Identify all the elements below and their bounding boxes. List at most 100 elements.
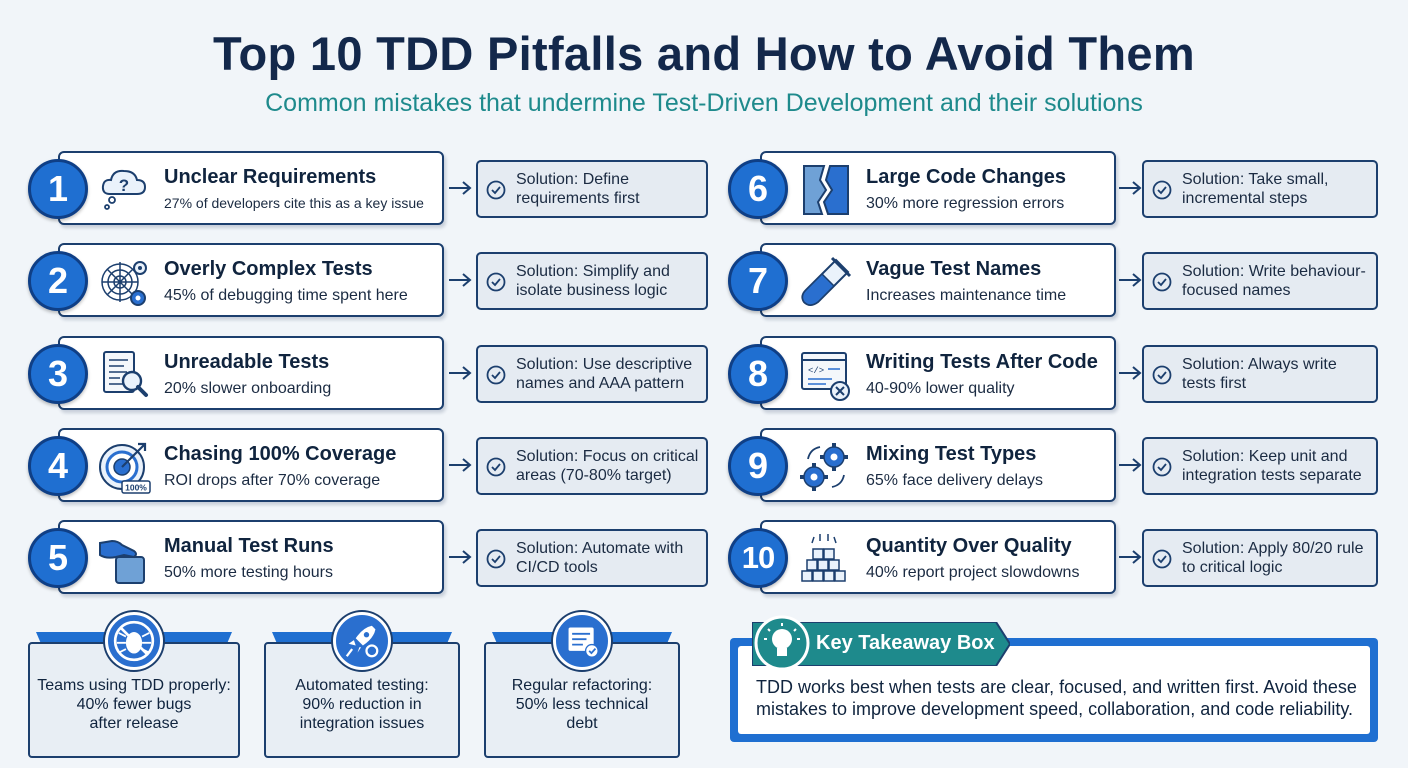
- solution-text: Solution: Take small, incremental steps: [1182, 171, 1329, 207]
- pitfall-number: 9: [728, 436, 788, 496]
- solution-box: Solution: Keep unit and integration test…: [1142, 437, 1378, 495]
- pitfall-card: ? Unclear Requirements 27% of developers…: [58, 151, 444, 225]
- pitfall-number: 2: [28, 251, 88, 311]
- pitfall-number: 3: [28, 344, 88, 404]
- pitfall-stat: 27% of developers cite this as a key iss…: [164, 195, 424, 211]
- solution-text: Solution: Always write tests first: [1182, 356, 1337, 392]
- pitfall-stat: 50% more testing hours: [164, 564, 333, 581]
- check-circle-icon: [1152, 272, 1172, 292]
- solution-text: Solution: Automate with CI/CD tools: [516, 540, 684, 576]
- solution-box: Solution: Take small, incremental steps: [1142, 160, 1378, 218]
- solution-box: Solution: Use descriptive names and AAA …: [476, 345, 708, 403]
- pitfall-card: Vague Test Names Increases maintenance t…: [760, 243, 1116, 317]
- arrow-right-icon: [1119, 550, 1142, 564]
- check-circle-icon: [486, 272, 506, 292]
- solution-text: Solution: Write behaviour-focused names: [1182, 263, 1366, 299]
- takeaway-label-banner: [752, 622, 1010, 666]
- pitfall-title: Manual Test Runs: [164, 535, 334, 557]
- pitfall-card: Large Code Changes 30% more regression e…: [760, 151, 1116, 225]
- arrow-right-icon: [449, 273, 472, 287]
- document-magnifier-icon: [103, 351, 148, 397]
- solution-text: Solution: Focus on critical areas (70-80…: [516, 448, 699, 484]
- pitfall-row-6: 6 Large Code Changes 30% more regression…: [728, 151, 1388, 227]
- pitfall-stat: 20% slower onboarding: [164, 380, 332, 397]
- hand-box-icon: [99, 539, 145, 584]
- check-circle-icon: [1152, 180, 1172, 200]
- arrow-right-icon: [1119, 458, 1142, 472]
- pitfall-row-3: 3 Unreadable Tests 20% slower onboarding…: [28, 336, 718, 412]
- pitfall-number: 6: [728, 159, 788, 219]
- stat-box-tdd: Teams using TDD properly: 40% fewer bugs…: [28, 612, 240, 758]
- pitfall-title: Chasing 100% Coverage: [164, 443, 397, 465]
- stat-box-automated: Automated testing: 90% reduction in inte…: [264, 612, 460, 758]
- arrow-right-icon: [449, 366, 472, 380]
- pitfall-row-1: 1 ? Unclear Requirements 27% of develope…: [28, 151, 718, 227]
- svg-text:?: ?: [119, 176, 129, 195]
- pitfall-number: 8: [728, 344, 788, 404]
- target-arrow-icon: 100%: [99, 442, 151, 494]
- stat-text: Teams using TDD properly: 40% fewer bugs…: [37, 677, 231, 732]
- check-circle-icon: [486, 457, 506, 477]
- pitfall-stat: 40% report project slowdowns: [866, 564, 1080, 581]
- checklist-window-icon: [553, 612, 611, 670]
- pitfall-title: Unreadable Tests: [164, 351, 330, 373]
- svg-text:</>: </>: [808, 366, 824, 376]
- pitfall-row-5: 5 Manual Test Runs 50% more testing hour…: [28, 520, 718, 596]
- pitfall-card: Quantity Over Quality 40% report project…: [760, 520, 1116, 594]
- broken-block-icon: [803, 165, 849, 215]
- pitfall-title: Large Code Changes: [866, 166, 1067, 188]
- arrow-right-icon: [1119, 181, 1142, 195]
- solution-box: Solution: Simplify and isolate business …: [476, 252, 708, 310]
- pitfall-row-10: 10 Quantity Over Quality 40% report proj…: [728, 520, 1388, 596]
- pitfall-stat: 45% of debugging time spent here: [164, 287, 408, 304]
- pitfall-row-2: 2 Overly Complex Tests 45% of debugging …: [28, 243, 718, 319]
- pitfall-card: Manual Test Runs 50% more testing hours: [58, 520, 444, 594]
- check-circle-icon: [1152, 365, 1172, 385]
- solution-text: Solution: Use descriptive names and AAA …: [516, 356, 693, 392]
- stat-text: Regular refactoring: 50% less technical …: [511, 677, 653, 732]
- pitfall-stat: 40-90% lower quality: [866, 380, 1015, 397]
- check-circle-icon: [1152, 549, 1172, 569]
- pitfall-stat: Increases maintenance time: [866, 287, 1067, 304]
- solution-box: Solution: Focus on critical areas (70-80…: [476, 437, 708, 495]
- pitfall-number: 1: [28, 159, 88, 219]
- solution-box: Solution: Always write tests first: [1142, 345, 1378, 403]
- stat-text: Automated testing: 90% reduction in inte…: [295, 677, 429, 732]
- code-window-x-icon: </>: [801, 352, 850, 401]
- solution-box: Solution: Apply 80/20 rule to critical l…: [1142, 529, 1378, 587]
- pitfall-stat: ROI drops after 70% coverage: [164, 472, 381, 489]
- solution-text: Solution: Keep unit and integration test…: [1182, 448, 1362, 484]
- pitfall-number: 5: [28, 528, 88, 588]
- arrow-right-icon: [1119, 273, 1142, 287]
- coverage-badge-label: 100%: [125, 483, 147, 493]
- pitfall-stat: 30% more regression errors: [866, 195, 1065, 212]
- check-circle-icon: [486, 180, 506, 200]
- pitfall-title: Quantity Over Quality: [866, 535, 1072, 557]
- pitfall-card: 100% Chasing 100% Coverage ROI drops aft…: [58, 428, 444, 502]
- page-subtitle: Common mistakes that undermine Test-Driv…: [265, 89, 1143, 117]
- pitfall-row-4: 4 100% Chasing 100% Coverage ROI drops a…: [28, 428, 718, 504]
- thinking-cloud-question-icon: ?: [101, 169, 147, 210]
- arrow-right-icon: [1119, 366, 1142, 380]
- gears-cycle-icon: [800, 443, 848, 491]
- stat-box-refactoring: Regular refactoring: 50% less technical …: [484, 612, 680, 758]
- no-bug-icon: [105, 612, 163, 670]
- pitfall-stat: 65% face delivery delays: [866, 472, 1043, 489]
- solution-box: Solution: Automate with CI/CD tools: [476, 529, 708, 587]
- takeaway-text: TDD works best when tests are clear, foc…: [756, 677, 1357, 719]
- arrow-right-icon: [449, 550, 472, 564]
- pitfall-title: Vague Test Names: [866, 258, 1042, 280]
- check-circle-icon: [486, 365, 506, 385]
- lightbulb-icon: [754, 615, 810, 671]
- pitfall-card: </> Writing Tests After Code 40-90% lowe…: [760, 336, 1116, 410]
- pitfall-title: Overly Complex Tests: [164, 258, 373, 280]
- pitfall-number: 7: [728, 251, 788, 311]
- pitfall-title: Mixing Test Types: [866, 443, 1037, 465]
- solution-box: Solution: Write behaviour-focused names: [1142, 252, 1378, 310]
- pitfall-row-7: 7 Vague Test Names Increases maintenance…: [728, 243, 1388, 319]
- page-title: Top 10 TDD Pitfalls and How to Avoid The…: [213, 27, 1195, 80]
- pitfall-card: Overly Complex Tests 45% of debugging ti…: [58, 243, 444, 317]
- solution-text: Solution: Simplify and isolate business …: [516, 263, 670, 299]
- arrow-right-icon: [449, 181, 472, 195]
- test-tube-icon: [801, 256, 852, 306]
